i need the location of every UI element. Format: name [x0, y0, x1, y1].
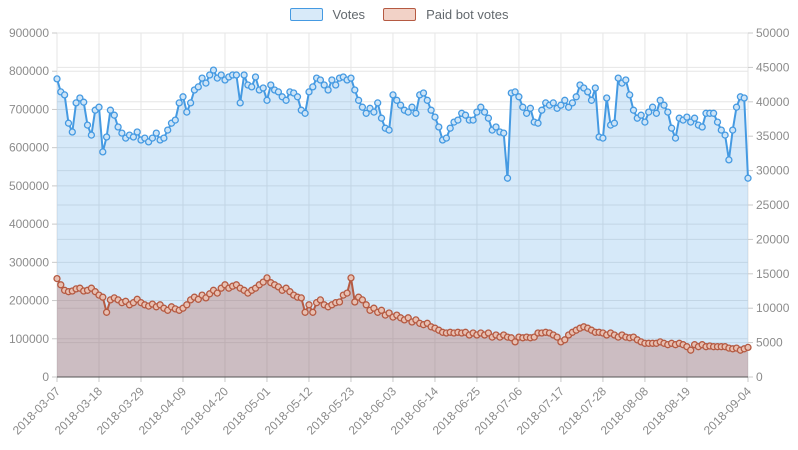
svg-text:200000: 200000: [9, 294, 49, 308]
svg-text:500000: 500000: [9, 179, 49, 193]
svg-text:5000: 5000: [756, 336, 783, 350]
axis-ticks: [52, 32, 753, 382]
chart-legend: Votes Paid bot votes: [0, 7, 798, 22]
svg-text:35000: 35000: [756, 129, 790, 143]
paid-bot-votes-legend-label: Paid bot votes: [426, 7, 509, 22]
svg-text:30000: 30000: [756, 164, 790, 178]
votes-legend-label: Votes: [332, 7, 366, 22]
svg-text:0: 0: [42, 370, 49, 384]
svg-text:50000: 50000: [756, 26, 790, 40]
svg-text:10000: 10000: [756, 301, 790, 315]
legend-item-paid-bot-votes[interactable]: Paid bot votes: [383, 7, 508, 22]
svg-text:100000: 100000: [9, 332, 49, 346]
svg-text:15000: 15000: [756, 267, 790, 281]
svg-text:600000: 600000: [9, 141, 49, 155]
svg-text:20000: 20000: [756, 232, 790, 246]
svg-text:800000: 800000: [9, 64, 49, 78]
paid-bot-votes-swatch: [383, 8, 417, 21]
svg-text:40000: 40000: [756, 95, 790, 109]
svg-text:25000: 25000: [756, 198, 790, 212]
svg-text:45000: 45000: [756, 60, 790, 74]
svg-text:700000: 700000: [9, 102, 49, 116]
svg-text:900000: 900000: [9, 26, 49, 40]
svg-text:300000: 300000: [9, 255, 49, 269]
x-axis-labels: 2018-03-072018-03-182018-03-292018-04-09…: [10, 384, 755, 438]
legend-item-votes[interactable]: Votes: [289, 7, 366, 22]
svg-text:2018-09-04: 2018-09-04: [701, 384, 755, 438]
paid-bot-votes-series[interactable]: [53, 274, 752, 377]
y-axis-right-labels: 0 5000 10000 15000 20000 25000 30000 35000 40000…: [756, 26, 790, 384]
votes-series[interactable]: [53, 66, 752, 377]
svg-text:400000: 400000: [9, 217, 49, 231]
y-axis-left-labels: 0 100000 200000 300000 400000 500000 600000 700…: [9, 26, 49, 384]
svg-text:0: 0: [756, 370, 763, 384]
votes-swatch: [289, 8, 323, 21]
